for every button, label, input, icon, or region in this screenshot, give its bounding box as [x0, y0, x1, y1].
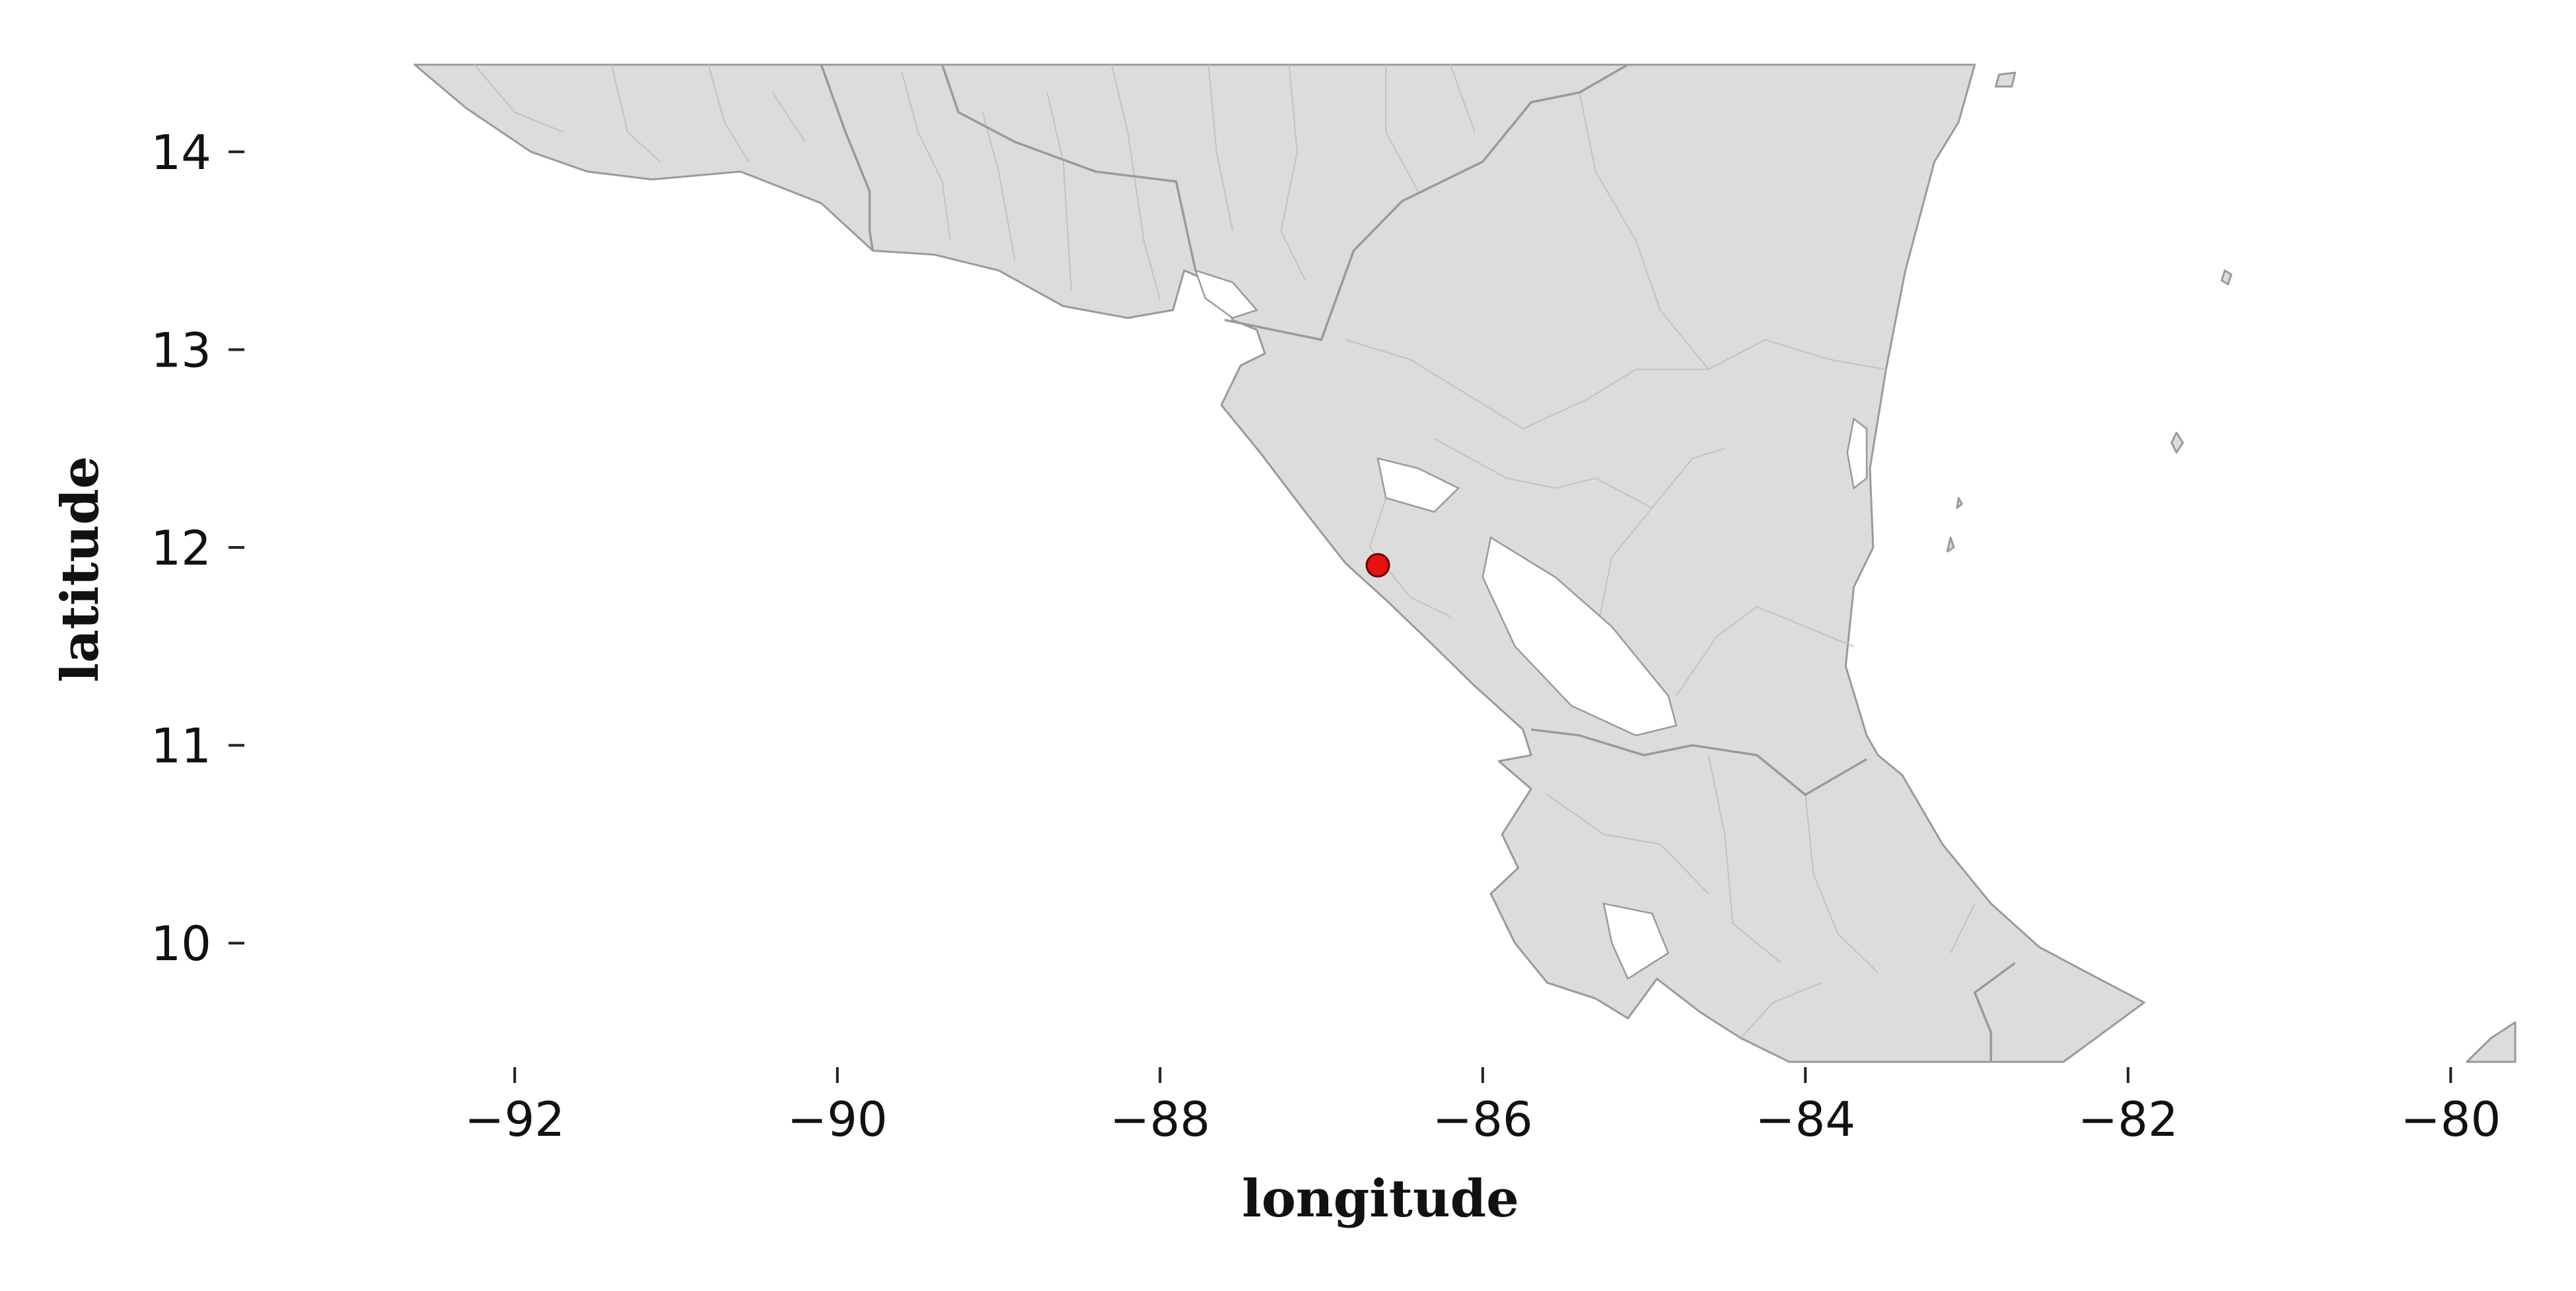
country-border: [1973, 961, 2016, 1062]
island: [2221, 269, 2233, 286]
x-axis-ticks: −92 −90 −88 −86 −84 −82 −80: [464, 1067, 2501, 1147]
pearl-lagoon: [1846, 417, 1868, 490]
island: [1995, 71, 2017, 88]
island: [1946, 536, 1955, 553]
x-tick-label: −92: [464, 1092, 565, 1147]
admin-boundary: [1546, 794, 1709, 894]
admin-boundary: [1805, 794, 1878, 973]
gulf-of-nicoya: [1602, 902, 1670, 981]
admin-boundary: [1111, 64, 1161, 300]
y-tick-label: 11: [151, 718, 211, 774]
country-border: [1224, 63, 1629, 341]
admin-boundary: [1594, 507, 1653, 637]
gulf-of-fonseca: [1194, 269, 1258, 319]
marker-layer: [1365, 553, 1390, 578]
land-layer: [413, 63, 2517, 1063]
admin-boundary: [1676, 606, 1854, 697]
admin-boundary: [772, 92, 806, 143]
admin-boundary: [1369, 497, 1451, 617]
admin-boundary: [707, 64, 750, 162]
central-america-landmass: [413, 63, 2145, 1063]
admin-boundary: [1385, 65, 1419, 192]
y-axis-label: latitude: [50, 456, 110, 683]
admin-boundary: [1280, 64, 1306, 281]
island: [2170, 431, 2184, 454]
admin-boundary: [1207, 64, 1234, 231]
y-tick-label: 13: [151, 322, 211, 378]
admin-boundary: [1046, 92, 1072, 291]
admin-boundary: [474, 64, 563, 133]
admin-boundary: [1950, 903, 1976, 954]
country-border: [941, 64, 1197, 271]
x-tick-label: −90: [787, 1092, 888, 1147]
country-border: [820, 64, 875, 251]
x-tick-label: −88: [1110, 1092, 1210, 1147]
admin-boundary: [982, 112, 1016, 261]
admin-boundary: [610, 64, 661, 162]
x-tick-label: −80: [2400, 1092, 2501, 1147]
admin-boundary: [901, 72, 951, 241]
admin-boundary: [1449, 64, 1476, 133]
admin-boundary: [1740, 982, 1822, 1039]
lake-nicaragua: [1482, 536, 1678, 737]
admin-boundary: [1434, 438, 1725, 509]
x-tick-label: −84: [1755, 1092, 1855, 1147]
y-tick-label: 14: [151, 125, 211, 180]
admin-boundary: [1707, 755, 1782, 963]
y-tick-label: 10: [151, 916, 211, 971]
panama-landmass: [2466, 1021, 2517, 1063]
x-tick-label: −86: [1433, 1092, 1533, 1147]
admin-boundary: [1345, 339, 1709, 430]
y-axis-ticks: 10 11 12 13 14: [151, 125, 244, 971]
country-border: [1530, 728, 1867, 796]
y-tick-label: 12: [151, 520, 211, 576]
admin-boundary: [1579, 92, 1709, 370]
location-marker: [1365, 553, 1390, 578]
x-tick-label: −82: [2078, 1092, 2178, 1147]
lake-managua: [1377, 457, 1460, 513]
admin-boundary: [1708, 339, 1886, 370]
island: [1956, 497, 1963, 509]
x-axis-label: longitude: [1242, 1169, 1519, 1229]
